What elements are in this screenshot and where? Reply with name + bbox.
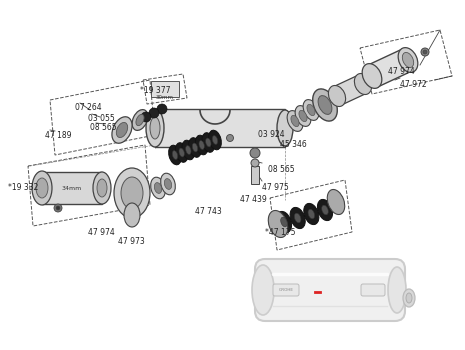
Text: 03 055: 03 055 [88, 114, 115, 123]
Circle shape [251, 159, 259, 167]
Text: 30mm: 30mm [156, 95, 174, 100]
Ellipse shape [388, 267, 406, 313]
Ellipse shape [112, 117, 132, 143]
Ellipse shape [304, 203, 319, 225]
Text: 47 972: 47 972 [400, 80, 426, 89]
Ellipse shape [132, 110, 148, 131]
Ellipse shape [154, 183, 162, 194]
Circle shape [250, 148, 260, 158]
Ellipse shape [281, 217, 287, 227]
Ellipse shape [169, 145, 181, 165]
Ellipse shape [277, 110, 293, 146]
Polygon shape [368, 49, 412, 87]
Text: 47 974: 47 974 [88, 228, 115, 237]
Ellipse shape [318, 199, 332, 220]
Text: 08 565: 08 565 [268, 165, 295, 174]
Text: *19 377: *19 377 [140, 86, 171, 95]
Text: 47 743: 47 743 [195, 207, 222, 216]
Ellipse shape [199, 141, 204, 149]
Text: 47 974: 47 974 [388, 67, 415, 76]
FancyBboxPatch shape [361, 284, 385, 296]
Text: 34mm: 34mm [62, 186, 82, 190]
Ellipse shape [308, 209, 315, 219]
Circle shape [141, 112, 151, 122]
Ellipse shape [362, 64, 382, 89]
Polygon shape [333, 75, 367, 105]
Polygon shape [251, 166, 259, 184]
Ellipse shape [93, 172, 111, 204]
Ellipse shape [150, 117, 160, 139]
Ellipse shape [291, 116, 299, 127]
Circle shape [226, 134, 233, 141]
Ellipse shape [202, 133, 215, 152]
Ellipse shape [151, 177, 166, 199]
Text: 47 973: 47 973 [118, 237, 145, 246]
Ellipse shape [398, 48, 418, 72]
Text: 47 975: 47 975 [262, 183, 289, 192]
Text: GROHE: GROHE [279, 288, 293, 292]
Ellipse shape [173, 150, 178, 159]
Circle shape [54, 204, 62, 212]
Text: 45 346: 45 346 [280, 140, 307, 149]
Circle shape [149, 108, 159, 118]
Ellipse shape [295, 106, 311, 126]
Ellipse shape [189, 138, 201, 157]
Ellipse shape [328, 85, 345, 106]
Ellipse shape [209, 130, 221, 150]
Ellipse shape [121, 177, 143, 209]
Ellipse shape [97, 179, 107, 197]
Text: *47 175: *47 175 [265, 228, 295, 237]
Ellipse shape [312, 89, 337, 121]
Ellipse shape [318, 96, 332, 114]
Circle shape [56, 206, 60, 210]
Circle shape [423, 50, 427, 54]
FancyBboxPatch shape [273, 284, 299, 296]
Text: 07 264: 07 264 [75, 103, 102, 112]
Circle shape [157, 104, 167, 114]
Ellipse shape [179, 148, 184, 157]
Ellipse shape [193, 143, 198, 152]
Ellipse shape [290, 208, 305, 229]
Text: 03 924: 03 924 [258, 130, 285, 139]
Circle shape [421, 48, 429, 56]
Ellipse shape [32, 171, 52, 205]
Ellipse shape [287, 111, 303, 131]
Polygon shape [42, 172, 102, 204]
Ellipse shape [164, 178, 172, 189]
Ellipse shape [136, 114, 144, 126]
Text: 47 439: 47 439 [240, 195, 267, 204]
Ellipse shape [294, 213, 301, 223]
Ellipse shape [268, 210, 288, 238]
Ellipse shape [146, 109, 164, 147]
Ellipse shape [322, 205, 328, 215]
Polygon shape [151, 81, 179, 97]
Ellipse shape [276, 211, 292, 233]
Ellipse shape [161, 173, 175, 195]
Ellipse shape [402, 52, 414, 68]
Ellipse shape [116, 122, 128, 138]
Polygon shape [155, 109, 285, 147]
Ellipse shape [186, 146, 191, 154]
Ellipse shape [252, 265, 274, 315]
Ellipse shape [124, 203, 140, 227]
Ellipse shape [195, 135, 208, 155]
Text: 47 189: 47 189 [45, 131, 72, 140]
Ellipse shape [403, 289, 415, 307]
Ellipse shape [354, 74, 372, 95]
Ellipse shape [307, 104, 315, 116]
Ellipse shape [213, 135, 218, 145]
Ellipse shape [206, 138, 211, 147]
Ellipse shape [303, 100, 319, 120]
Ellipse shape [182, 140, 195, 160]
Ellipse shape [36, 178, 48, 198]
Ellipse shape [299, 110, 307, 122]
Text: 08 565: 08 565 [90, 123, 117, 132]
Ellipse shape [406, 293, 412, 303]
Ellipse shape [114, 168, 150, 218]
Ellipse shape [327, 189, 345, 215]
Ellipse shape [175, 143, 188, 162]
FancyBboxPatch shape [255, 259, 405, 321]
Text: *19 332: *19 332 [8, 183, 39, 192]
